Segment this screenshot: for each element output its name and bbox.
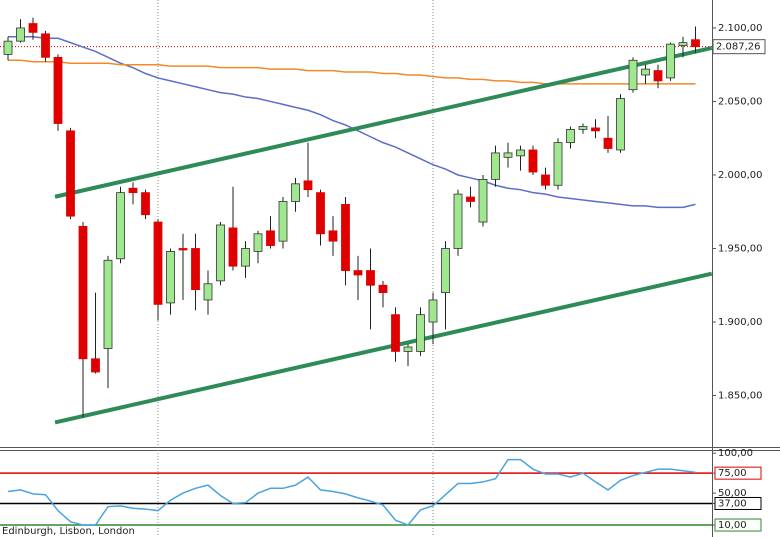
candle-body (328, 230, 338, 242)
candle-body (666, 43, 675, 79)
candle-body (503, 152, 513, 158)
candle-body (628, 59, 638, 91)
candle-body (691, 39, 700, 48)
candle-body (366, 270, 375, 286)
candle-body (103, 259, 113, 349)
candle-body (428, 299, 438, 323)
candle-body (66, 130, 75, 217)
candle-body (553, 142, 563, 186)
candle-body (228, 227, 238, 267)
candle-body (141, 192, 150, 216)
candle-body (316, 192, 325, 235)
candle-body (616, 98, 625, 151)
candle-body (253, 233, 263, 252)
candle-body (291, 183, 300, 202)
candle-body (41, 33, 50, 58)
price-label-box (712, 39, 766, 55)
candle-body (391, 314, 400, 352)
candle-body (216, 224, 225, 282)
candle-body (541, 174, 550, 186)
candle-body (53, 56, 63, 124)
candle-body (203, 283, 213, 301)
candle-body (241, 248, 250, 267)
candle-body (341, 203, 350, 271)
candle-body (641, 68, 650, 76)
y-tick-label: 2.000,00 (718, 170, 763, 181)
price-label: 2.087,26 (716, 42, 761, 53)
candle-body (453, 193, 463, 249)
candle-body (78, 226, 88, 360)
y-tick-label: 75,00 (718, 468, 747, 479)
y-tick-box (714, 518, 762, 532)
y-tick-label: 1.950,00 (718, 243, 763, 254)
candle-body (528, 149, 538, 173)
candle-body (603, 137, 613, 149)
candle-body (441, 248, 450, 294)
y-tick-box (714, 496, 762, 510)
candle-body (416, 314, 425, 352)
footer: Edinburgh, Lisbon, London (2, 526, 135, 537)
candle-body (678, 42, 688, 46)
candle-body (478, 178, 488, 223)
candle-body (28, 23, 38, 33)
candle-body (16, 27, 25, 42)
candle-body (591, 127, 600, 132)
candle-body (653, 70, 663, 82)
candle-body (166, 251, 175, 304)
candle-body (403, 346, 413, 352)
candle-body (566, 128, 575, 144)
trendline (54, 45, 713, 199)
trendline (54, 271, 713, 425)
candle-body (91, 358, 100, 373)
candle-body (303, 180, 313, 191)
candle-body (278, 201, 288, 242)
line-series (8, 59, 696, 85)
y-tick-label: 100,00 (718, 448, 753, 459)
candle-body (353, 270, 363, 276)
y-tick-label: 50,00 (718, 488, 747, 499)
candle-body (378, 284, 388, 294)
candle-body (3, 40, 13, 55)
y-tick-box (714, 466, 762, 480)
y-tick-label: 1.850,00 (718, 391, 763, 402)
candle-body (128, 187, 138, 194)
candle-body (516, 149, 525, 157)
candle-body (191, 248, 200, 291)
y-tick-label: 10,00 (718, 520, 747, 531)
candle-body (578, 126, 588, 130)
candle-body (178, 248, 188, 251)
line-series (7, 458, 696, 526)
y-tick-label: 37,00 (718, 498, 747, 509)
y-tick-label: 1.900,00 (718, 317, 763, 328)
y-tick-label: 2.050,00 (718, 96, 763, 107)
candle-body (116, 192, 125, 260)
candle-body (266, 230, 275, 246)
candle-body (491, 152, 500, 180)
candle-body (466, 196, 475, 202)
candle-body (153, 221, 163, 305)
y-tick-label: 2.100,00 (718, 23, 763, 34)
